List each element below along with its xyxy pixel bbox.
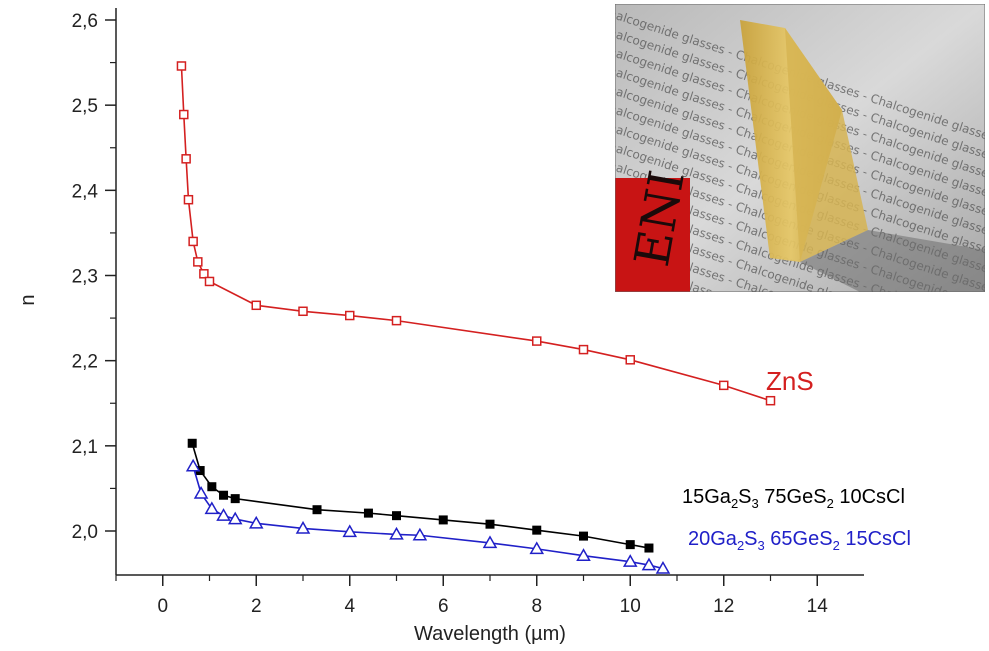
data-point — [183, 194, 194, 205]
data-point — [312, 505, 322, 515]
data-point — [625, 540, 635, 550]
data-point — [188, 236, 198, 247]
data-point — [216, 508, 231, 521]
x-axis-ticks: 0 2 4 6 8 10 12 14 — [115, 575, 829, 617]
red-label-block — [615, 178, 690, 292]
data-point — [181, 154, 191, 164]
data-point — [532, 336, 542, 346]
data-point — [532, 525, 542, 535]
data-point — [644, 543, 654, 553]
inset-photo: Chalcogenide glasses - Chalcogenide glas… — [599, 4, 989, 457]
data-point — [438, 515, 448, 525]
glass-sample-edge — [785, 28, 868, 262]
data-point — [204, 501, 220, 515]
data-point — [193, 257, 203, 267]
data-point — [579, 531, 588, 541]
x-tick-label: 0 — [157, 596, 168, 617]
data-point — [625, 355, 635, 365]
data-point — [412, 527, 428, 541]
data-point — [392, 511, 401, 521]
y-tick-label: 2,5 — [72, 96, 98, 117]
y-tick-label: 2,6 — [72, 11, 98, 32]
series-1 — [187, 438, 654, 553]
data-point — [576, 548, 591, 561]
data-point — [295, 520, 311, 534]
y-tick-label: 2,4 — [72, 181, 99, 202]
x-tick-label: 4 — [344, 596, 355, 617]
data-point — [199, 269, 209, 279]
data-point — [230, 494, 240, 504]
series-label-zns: ZnS — [766, 366, 814, 396]
x-tick-label: 10 — [620, 596, 641, 617]
series-0 — [176, 61, 776, 406]
data-point — [251, 300, 261, 311]
photo-text-line: Chalcogenide glasses - Chalcogenide glas… — [599, 270, 989, 457]
data-point — [578, 344, 589, 355]
x-axis-title: Wavelength (µm) — [414, 623, 566, 645]
x-tick-label: 2 — [251, 596, 262, 617]
data-point — [641, 557, 657, 571]
data-point — [529, 541, 545, 555]
data-point — [391, 315, 402, 326]
data-series — [176, 61, 776, 574]
glass-sample-shadow — [800, 230, 985, 292]
data-point — [193, 486, 209, 499]
series-label-15ga2s3: 15Ga2S3 75GeS2 10CsCl — [682, 486, 905, 511]
series-line — [192, 466, 664, 570]
y-axis-title: n — [17, 294, 39, 305]
data-point — [363, 508, 373, 518]
data-point — [765, 395, 776, 406]
data-point — [219, 490, 229, 500]
series-2 — [185, 458, 671, 574]
data-point — [179, 109, 189, 120]
data-point — [389, 526, 404, 540]
data-point — [622, 554, 638, 567]
data-point — [482, 535, 498, 549]
x-tick-label: 14 — [807, 596, 829, 617]
data-point — [298, 306, 308, 317]
x-tick-label: 12 — [713, 596, 734, 617]
series-label-20ga2s3: 20Ga2S3 65GeS2 15CsCl — [688, 528, 911, 553]
data-point — [227, 511, 243, 525]
data-point — [195, 466, 205, 476]
data-point — [248, 515, 264, 529]
y-tick-label: 2,3 — [72, 267, 98, 288]
data-point — [207, 482, 217, 492]
y-tick-label: 2,1 — [72, 437, 98, 458]
x-tick-label: 8 — [531, 596, 542, 617]
data-point — [176, 61, 187, 71]
x-tick-label: 6 — [438, 596, 449, 617]
data-point — [655, 560, 671, 574]
data-point — [185, 458, 201, 472]
y-tick-label: 2,2 — [72, 352, 98, 373]
data-point — [204, 276, 215, 287]
y-tick-label: 2,0 — [72, 522, 98, 543]
y-axis-ticks: 2,0 2,1 2,2 2,3 2,4 2,5 2,6 — [72, 11, 116, 543]
data-point — [342, 524, 358, 538]
data-point — [485, 519, 495, 529]
data-point — [719, 380, 729, 391]
data-point — [345, 310, 355, 321]
data-point — [187, 438, 197, 448]
